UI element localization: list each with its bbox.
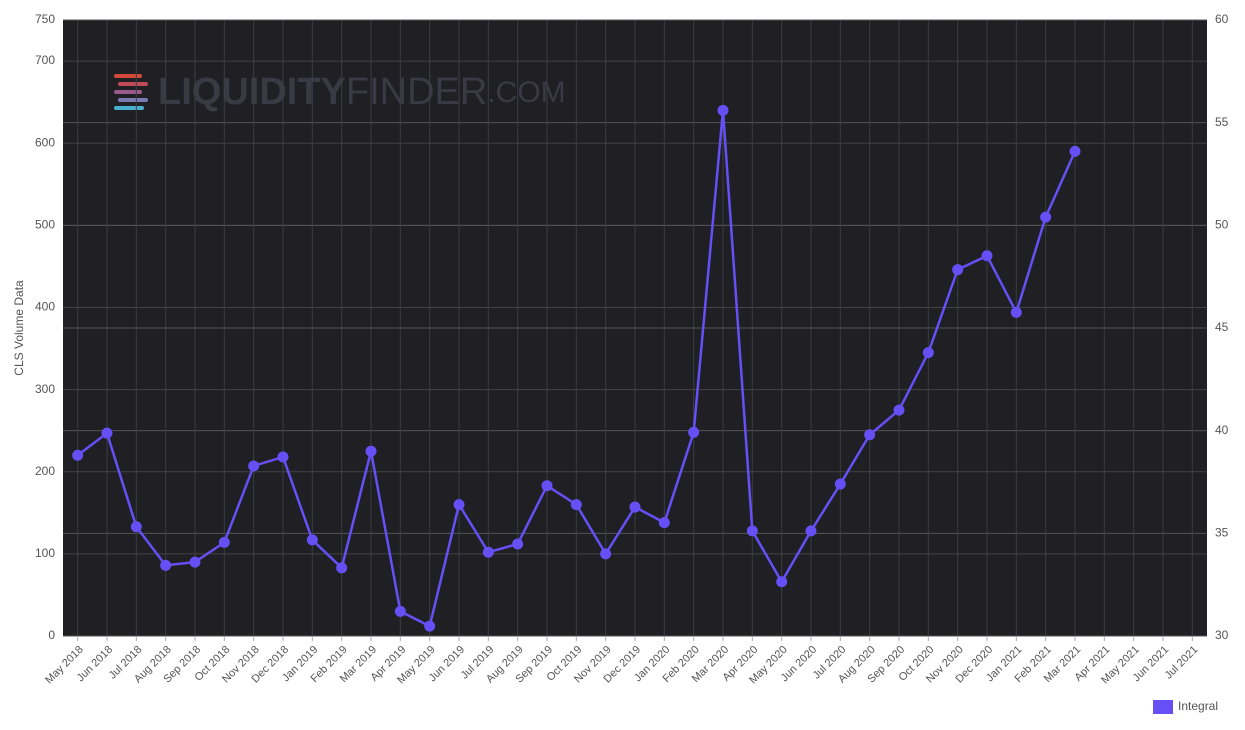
data-point [834, 478, 846, 490]
y-tick-label: 200 [35, 464, 55, 478]
data-point [541, 480, 553, 492]
y2-tick-label: 60 [1215, 12, 1229, 26]
data-point [189, 556, 201, 568]
watermark-domain: .COM [487, 76, 565, 109]
data-point [218, 536, 230, 548]
watermark-suffix: FINDER [346, 71, 487, 113]
data-point [570, 499, 582, 511]
logo-bar [114, 106, 144, 110]
logo-bar [114, 74, 142, 78]
data-point [658, 517, 670, 529]
y-tick-label: 400 [35, 300, 55, 314]
y2-tick-label: 50 [1215, 218, 1229, 232]
logo-bar [114, 90, 142, 94]
data-point [746, 525, 758, 537]
data-point [776, 576, 788, 588]
data-point [277, 451, 289, 463]
data-point [394, 605, 406, 617]
data-point [981, 250, 993, 262]
y-tick-label: 0 [48, 628, 55, 642]
data-point [717, 104, 729, 116]
data-point [424, 620, 436, 632]
y-axis-label: CLS Volume Data [12, 280, 26, 376]
data-point [893, 404, 905, 416]
data-point [1069, 145, 1081, 157]
y2-tick-label: 30 [1215, 628, 1229, 642]
data-point [101, 427, 113, 439]
data-point [160, 559, 172, 571]
data-point [805, 525, 817, 537]
data-point [1010, 306, 1022, 318]
y2-tick-label: 35 [1215, 526, 1229, 540]
watermark-brand: LIQUIDITY [158, 71, 346, 113]
data-point [922, 347, 934, 359]
data-point [629, 501, 641, 513]
data-point [512, 538, 524, 550]
data-point [248, 460, 260, 472]
y2-tick-label: 45 [1215, 320, 1229, 334]
data-point [306, 534, 318, 546]
legend-swatch [1153, 700, 1173, 714]
y-tick-label: 700 [35, 53, 55, 67]
data-point [952, 264, 964, 276]
data-point [72, 449, 84, 461]
y2-tick-label: 55 [1215, 115, 1229, 129]
y-tick-label: 100 [35, 546, 55, 560]
data-point [688, 426, 700, 438]
legend-label: Integral [1178, 699, 1218, 713]
data-point [336, 562, 348, 574]
y-tick-label: 600 [35, 135, 55, 149]
data-point [130, 521, 142, 533]
data-point [864, 429, 876, 441]
y2-tick-label: 40 [1215, 423, 1229, 437]
data-point [1040, 211, 1052, 223]
y-tick-label: 500 [35, 218, 55, 232]
watermark: LIQUIDITYFINDER.COM [114, 71, 566, 113]
y-tick-label: 750 [35, 12, 55, 26]
logo-bar [118, 82, 148, 86]
data-point [482, 546, 494, 558]
data-point [365, 445, 377, 457]
logo-bar [118, 98, 148, 102]
watermark-brand: LIQUIDITYFINDER.COM [158, 71, 566, 113]
data-point [600, 548, 612, 560]
data-point [453, 499, 465, 511]
y-tick-label: 300 [35, 382, 55, 396]
